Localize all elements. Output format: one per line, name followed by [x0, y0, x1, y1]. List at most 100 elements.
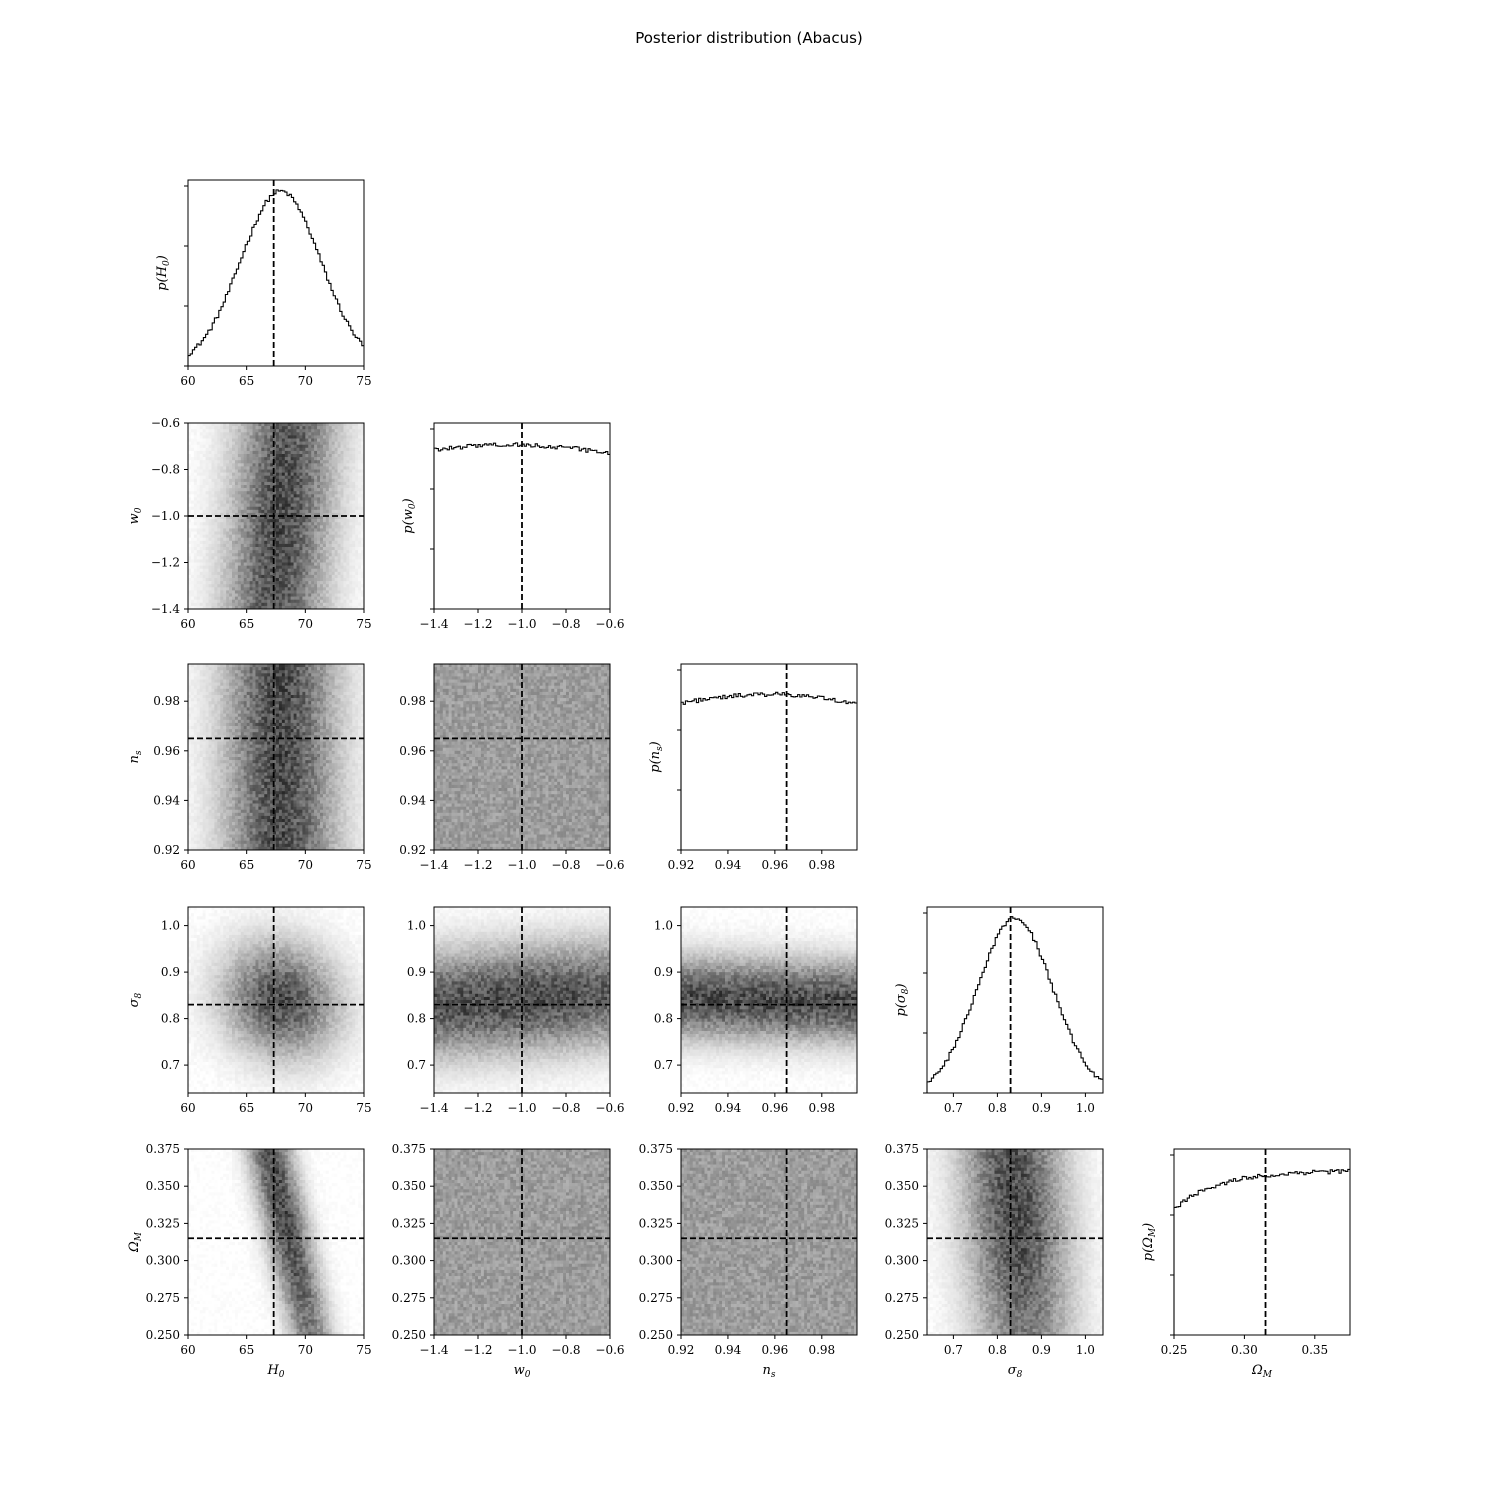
panel-frame: [187, 906, 365, 1094]
y-tick-label: 0.350: [885, 1179, 919, 1193]
marginal-label-OmegaM: p(ΩM): [1141, 1223, 1158, 1261]
panel-frame: [187, 1148, 365, 1336]
panel-w0-w0: p(w0) −1.4 −1.2 −1.0 −0.8 −0.6: [401, 422, 625, 631]
x-tick-label: −1.2: [463, 1101, 492, 1115]
x-tick-label: −1.2: [463, 1343, 492, 1357]
x-tick-label: 75: [356, 617, 371, 631]
y-tick-label: −0.8: [151, 463, 180, 477]
x-tick-label: 0.96: [762, 1343, 789, 1357]
x-tick-label: 65: [239, 374, 254, 388]
y-tick-label: 0.7: [654, 1058, 673, 1072]
y-tick-label: 0.94: [153, 793, 180, 807]
x-tick-label: −1.0: [507, 858, 536, 872]
x-axis-label-ns: ns: [763, 1363, 776, 1380]
marginal-label-w0: p(w0): [401, 498, 418, 533]
y-tick-label: 0.375: [885, 1142, 919, 1156]
x-tick-label: −1.4: [419, 858, 449, 872]
x-tick-label: 0.9: [1032, 1343, 1051, 1357]
x-tick-label: 60: [180, 617, 195, 631]
x-tick-label: −0.8: [551, 617, 580, 631]
y-tick-label: 0.300: [885, 1254, 919, 1268]
y-tick-label: 0.9: [654, 965, 673, 979]
x-tick-label: −1.4: [419, 1101, 449, 1115]
x-tick-label: 0.94: [715, 858, 742, 872]
x-axis-label-sigma8: σ8: [1008, 1363, 1023, 1380]
y-tick-label: −0.6: [151, 416, 180, 430]
chart-title: Posterior distribution (Abacus): [635, 29, 863, 47]
y-axis-label-OmegaM: ΩM: [127, 1231, 144, 1253]
y-tick-label: 0.9: [161, 965, 180, 979]
y-tick-label: 0.8: [654, 1012, 673, 1026]
panel-frame: [680, 906, 858, 1094]
panel-frame: [187, 179, 365, 367]
y-tick-label: 0.350: [639, 1179, 673, 1193]
y-tick-label: 0.94: [399, 793, 426, 807]
x-tick-label: 65: [239, 1101, 254, 1115]
y-tick-label: 0.8: [407, 1012, 426, 1026]
y-tick-label: 0.275: [885, 1291, 919, 1305]
x-tick-label: 70: [298, 1343, 313, 1357]
x-tick-label: −1.2: [463, 617, 492, 631]
x-axis-label-w0: w0: [514, 1363, 531, 1380]
y-tick-label: 0.375: [146, 1142, 180, 1156]
histogram-OmegaM: [1173, 1168, 1350, 1335]
density-w0-H0: [188, 423, 365, 610]
x-tick-label: 0.98: [808, 1101, 835, 1115]
y-tick-label: 0.325: [146, 1216, 180, 1230]
x-tick-label: 0.8: [988, 1101, 1007, 1115]
x-tick-label: 0.7: [944, 1343, 963, 1357]
x-tick-label: −1.4: [419, 1343, 449, 1357]
density-ns-w0: [434, 664, 611, 851]
y-tick-label: 0.275: [639, 1291, 673, 1305]
y-axis-label-w0: w0: [127, 507, 144, 524]
y-tick-label: 0.300: [639, 1254, 673, 1268]
x-tick-label: −1.2: [463, 858, 492, 872]
x-tick-label: 0.92: [668, 858, 695, 872]
y-tick-label: 0.250: [639, 1328, 673, 1342]
density-OmegaM-w0: [434, 1149, 611, 1336]
x-tick-label: 1.0: [1076, 1343, 1095, 1357]
x-tick-label: 75: [356, 374, 371, 388]
x-tick-label: 0.98: [808, 1343, 835, 1357]
panel-frame: [926, 906, 1104, 1094]
y-tick-label: 0.300: [392, 1254, 426, 1268]
y-tick-label: −1.0: [151, 509, 180, 523]
density-sigma8-ns: [681, 907, 858, 1094]
y-tick-label: 0.92: [399, 843, 426, 857]
y-tick-label: 1.0: [161, 919, 180, 933]
y-tick-label: 0.98: [399, 694, 426, 708]
y-tick-label: 0.96: [153, 744, 180, 758]
y-tick-label: 0.7: [161, 1058, 180, 1072]
x-tick-label: −0.6: [595, 617, 624, 631]
x-tick-label: 65: [239, 1343, 254, 1357]
panel-w0-H0: −1.4 −1.2 −1.0 −0.8 −0.6 w0 60 65 70 75: [127, 416, 372, 631]
y-tick-label: 0.325: [392, 1216, 426, 1230]
y-tick-label: 0.300: [146, 1254, 180, 1268]
panel-sigma8-sigma8: p(σ8) 0.7 0.8 0.9 1.0: [894, 906, 1104, 1115]
y-tick-label: −1.2: [151, 556, 180, 570]
density-OmegaM-ns: [681, 1149, 858, 1336]
y-axis-label-ns: ns: [127, 750, 144, 763]
x-tick-label: 0.94: [715, 1101, 742, 1115]
x-tick-label: 60: [180, 858, 195, 872]
y-tick-label: 0.250: [392, 1328, 426, 1342]
panel-sigma8-w0: 0.7 0.8 0.9 1.0 −1.4 −1.2 −1.0 −0.8 −0.6: [407, 906, 625, 1115]
density-OmegaM-sigma8: [927, 1149, 1104, 1336]
x-tick-label: 0.98: [808, 858, 835, 872]
histogram-ns: [680, 691, 857, 850]
marginal-label-sigma8: p(σ8): [894, 983, 911, 1016]
panel-frame: [187, 663, 365, 851]
x-tick-label: 0.25: [1161, 1343, 1188, 1357]
x-tick-label: 70: [298, 374, 313, 388]
x-tick-label: −0.8: [551, 1343, 580, 1357]
y-tick-label: 0.275: [146, 1291, 180, 1305]
panel-H0-H0: p(H0) 60 65 70 75: [155, 179, 372, 388]
panel-ns-w0: 0.92 0.94 0.96 0.98 −1.4 −1.2 −1.0 −0.8 −0.6: [399, 663, 625, 872]
panel-sigma8-H0: 0.7 0.8 0.9 1.0 σ8 60 65 70 75: [127, 906, 372, 1115]
panel-frame: [680, 1148, 858, 1336]
y-tick-label: 0.250: [885, 1328, 919, 1342]
density-OmegaM-H0: [188, 1149, 365, 1336]
x-tick-label: 0.94: [715, 1343, 742, 1357]
x-tick-label: 75: [356, 858, 371, 872]
